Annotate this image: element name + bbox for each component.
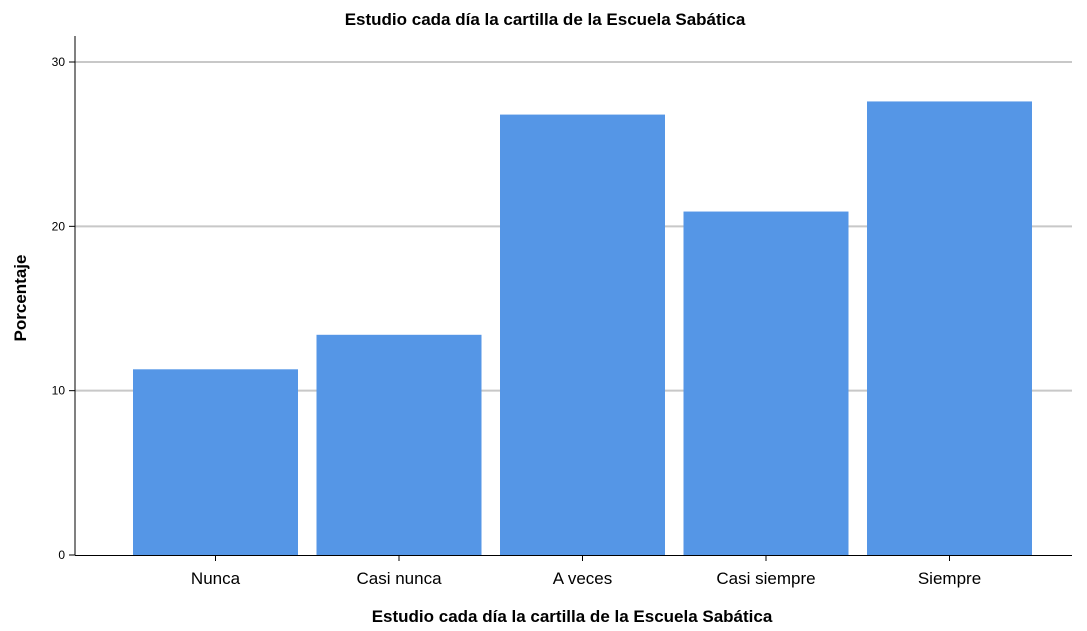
y-tick-label: 0 (58, 548, 65, 562)
bar-casi-siempre (683, 211, 849, 555)
y-axis-ticks: 0 10 20 30 (52, 55, 75, 562)
x-tick-label: A veces (553, 569, 613, 588)
bar-a-veces (500, 114, 665, 555)
x-tick-label: Nunca (191, 569, 241, 588)
bar-siempre (867, 101, 1032, 555)
x-tick-label: Siempre (918, 569, 981, 588)
y-axis-title: Porcentaje (11, 255, 30, 342)
bar-casi-nunca (316, 334, 482, 555)
x-axis-ticks: Nunca Casi nunca A veces Casi siempre Siempr… (191, 555, 981, 588)
y-tick-label: 10 (52, 384, 66, 398)
x-tick-label: Casi siempre (716, 569, 815, 588)
x-axis-title: Estudio cada día la cartilla de la Escue… (372, 607, 773, 626)
x-tick-label: Casi nunca (356, 569, 442, 588)
chart-title: Estudio cada día la cartilla de la Escue… (345, 10, 746, 29)
bars (133, 101, 1032, 555)
bar-nunca (133, 369, 298, 555)
y-tick-label: 20 (52, 219, 66, 233)
y-tick-label: 30 (52, 55, 66, 69)
